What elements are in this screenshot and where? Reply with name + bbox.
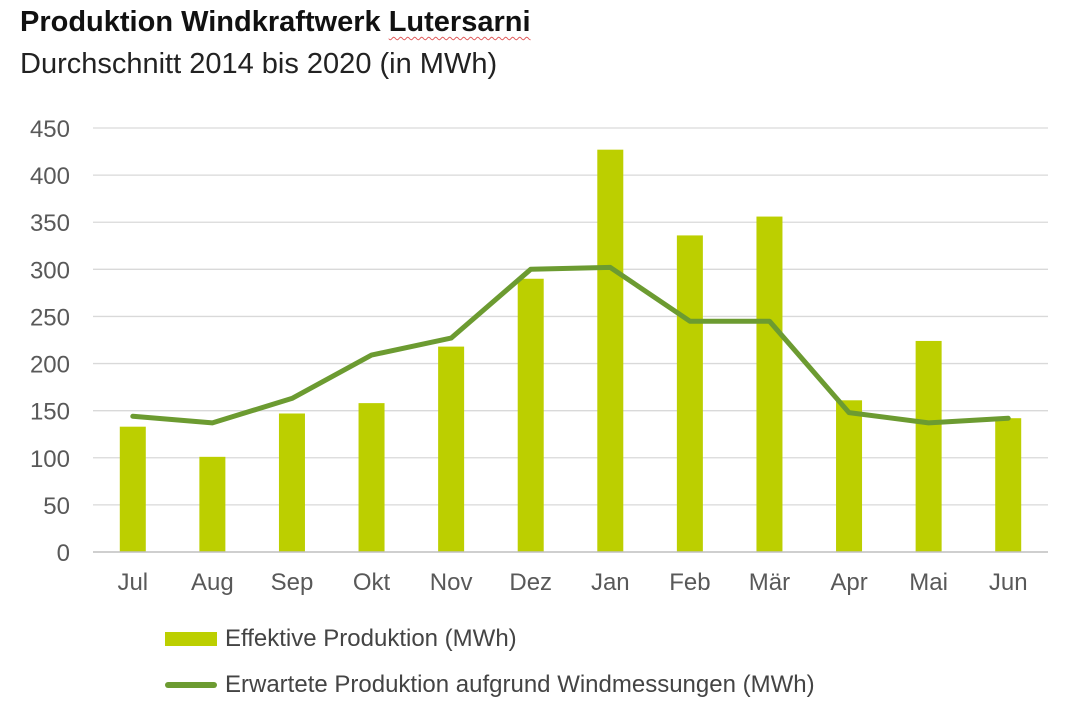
line-series xyxy=(130,264,1011,426)
x-tick-label: Mai xyxy=(909,569,948,596)
y-tick-label: 350 xyxy=(30,210,70,237)
chart-title-prefix: Produktion Windkraftwerk xyxy=(20,6,389,38)
legend-label-line: Erwartete Produktion aufgrund Windmessun… xyxy=(225,671,815,698)
bar-Okt xyxy=(358,403,385,552)
bar-Apr xyxy=(836,400,863,552)
y-tick-label: 0 xyxy=(57,540,70,567)
gridlines xyxy=(93,127,1048,506)
bar-Dez xyxy=(517,278,544,552)
legend-swatch-bar xyxy=(165,632,217,646)
y-tick-label: 250 xyxy=(30,304,70,331)
legend-item-line: Erwartete Produktion aufgrund Windmessun… xyxy=(165,662,815,708)
y-tick-label: 150 xyxy=(30,399,70,426)
bar-Feb xyxy=(676,235,703,552)
chart-title: Produktion Windkraftwerk Lutersarni xyxy=(20,6,531,39)
bar-Nov xyxy=(438,346,465,552)
chart-subtitle: Durchschnitt 2014 bis 2020 (in MWh) xyxy=(20,48,498,80)
x-tick-label: Okt xyxy=(353,569,391,596)
x-tick-label: Jun xyxy=(989,569,1028,596)
x-tick-label: Mär xyxy=(749,569,790,596)
bar-Aug xyxy=(199,456,226,552)
bar-Sep xyxy=(278,413,305,552)
bar-Mai xyxy=(915,340,942,552)
bar-series xyxy=(119,149,1022,552)
bar-Mär xyxy=(756,216,783,552)
y-tick-label: 450 xyxy=(30,116,70,143)
x-tick-label: Feb xyxy=(669,569,710,596)
x-axis-ticks: Jul Aug Sep Okt Nov Dez Jan Feb Mär Apr Mai Jun xyxy=(117,569,1027,596)
x-tick-label: Dez xyxy=(509,569,552,596)
x-tick-label: Jul xyxy=(117,569,148,596)
y-axis-ticks: 0 50 100 150 200 250 300 350 400 450 xyxy=(30,116,70,567)
x-tick-label: Jan xyxy=(591,569,630,596)
y-tick-label: 400 xyxy=(30,163,70,190)
y-tick-label: 300 xyxy=(30,257,70,284)
x-tick-label: Nov xyxy=(430,569,473,596)
y-tick-label: 200 xyxy=(30,352,70,379)
legend-swatch-line xyxy=(165,682,217,688)
legend-item-bar: Effektive Produktion (MWh) xyxy=(165,616,815,662)
x-tick-label: Aug xyxy=(191,569,234,596)
bar-Jan xyxy=(597,149,624,552)
chart-legend: Effektive Produktion (MWh) Erwartete Pro… xyxy=(165,616,815,708)
bar-Jul xyxy=(119,426,146,552)
line-expected-production xyxy=(130,264,1011,426)
chart-title-highlight: Lutersarni xyxy=(388,6,531,38)
y-tick-label: 50 xyxy=(43,493,70,520)
y-tick-label: 100 xyxy=(30,446,70,473)
bar-Jun xyxy=(995,418,1022,552)
x-tick-label: Apr xyxy=(830,569,867,596)
legend-label-bar: Effektive Produktion (MWh) xyxy=(225,625,517,652)
x-tick-label: Sep xyxy=(271,569,314,596)
